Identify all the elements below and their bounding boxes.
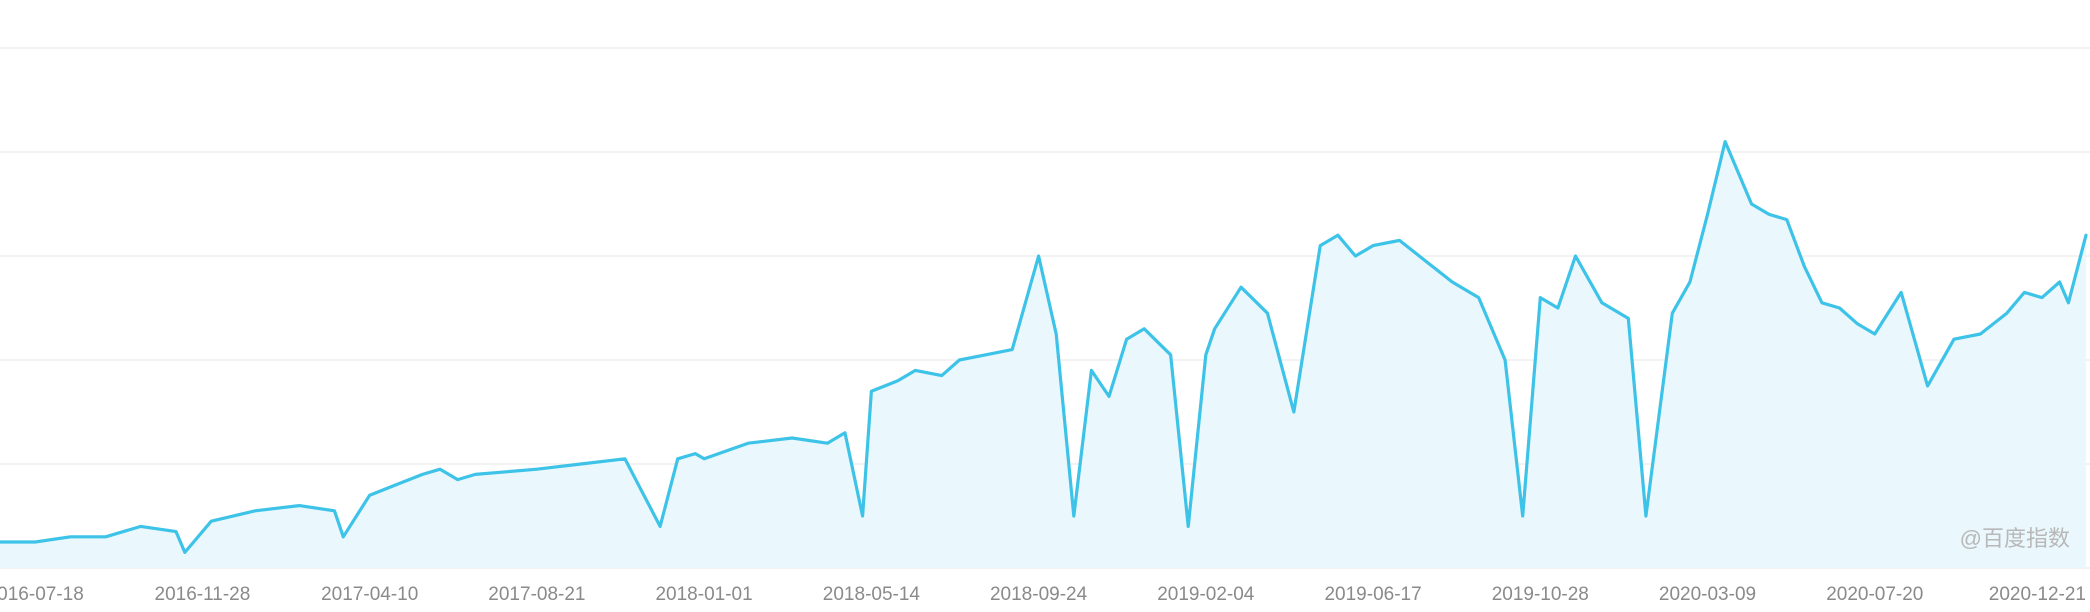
- x-tick-label: 2018-01-01: [655, 584, 752, 605]
- x-tick-label: 2020-12-21: [1989, 584, 2086, 605]
- x-tick-label: 2016-11-28: [155, 584, 251, 605]
- x-tick-label: 2018-09-24: [990, 584, 1088, 605]
- x-tick-label: 2019-02-04: [1157, 584, 1255, 605]
- watermark-text: @百度指数: [1960, 526, 2070, 551]
- series-line: [0, 140, 2088, 554]
- x-tick-label: 2019-10-28: [1492, 584, 1589, 605]
- x-tick-label: 2017-08-21: [488, 584, 585, 605]
- x-tick-label: 2017-04-10: [321, 584, 418, 605]
- x-tick-label: 2019-06-17: [1324, 584, 1421, 605]
- series-area-fill: [0, 141, 2086, 568]
- x-tick-label: 2016-07-18: [0, 584, 84, 605]
- x-tick-label: 2018-05-14: [823, 584, 921, 605]
- x-axis: 2016-07-18 2016-11-28 2017-04-10 2017-08-21…: [0, 584, 2086, 605]
- x-tick-label: 2020-03-09: [1659, 584, 1756, 605]
- x-tick-label: 2020-07-20: [1826, 584, 1923, 605]
